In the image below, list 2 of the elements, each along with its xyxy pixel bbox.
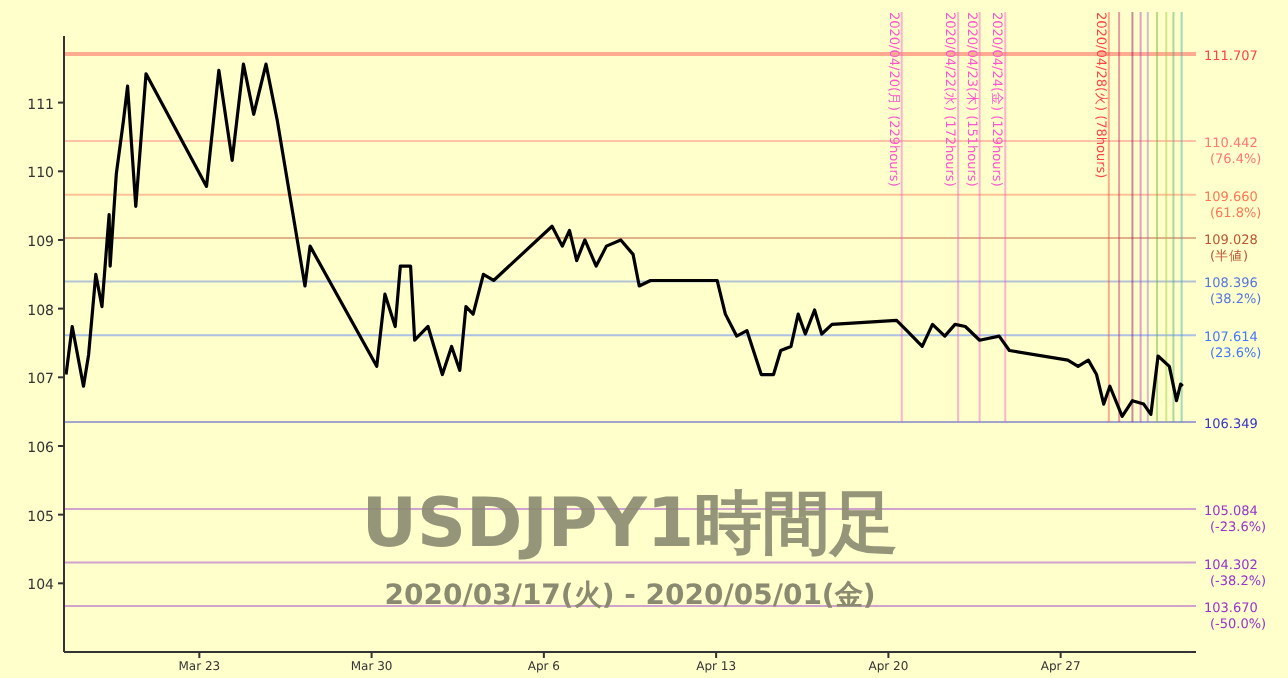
text: USDJPY1時間足 — [361, 484, 899, 564]
text: 2020/03/17(火) - 2020/05/01(金) — [384, 580, 876, 612]
